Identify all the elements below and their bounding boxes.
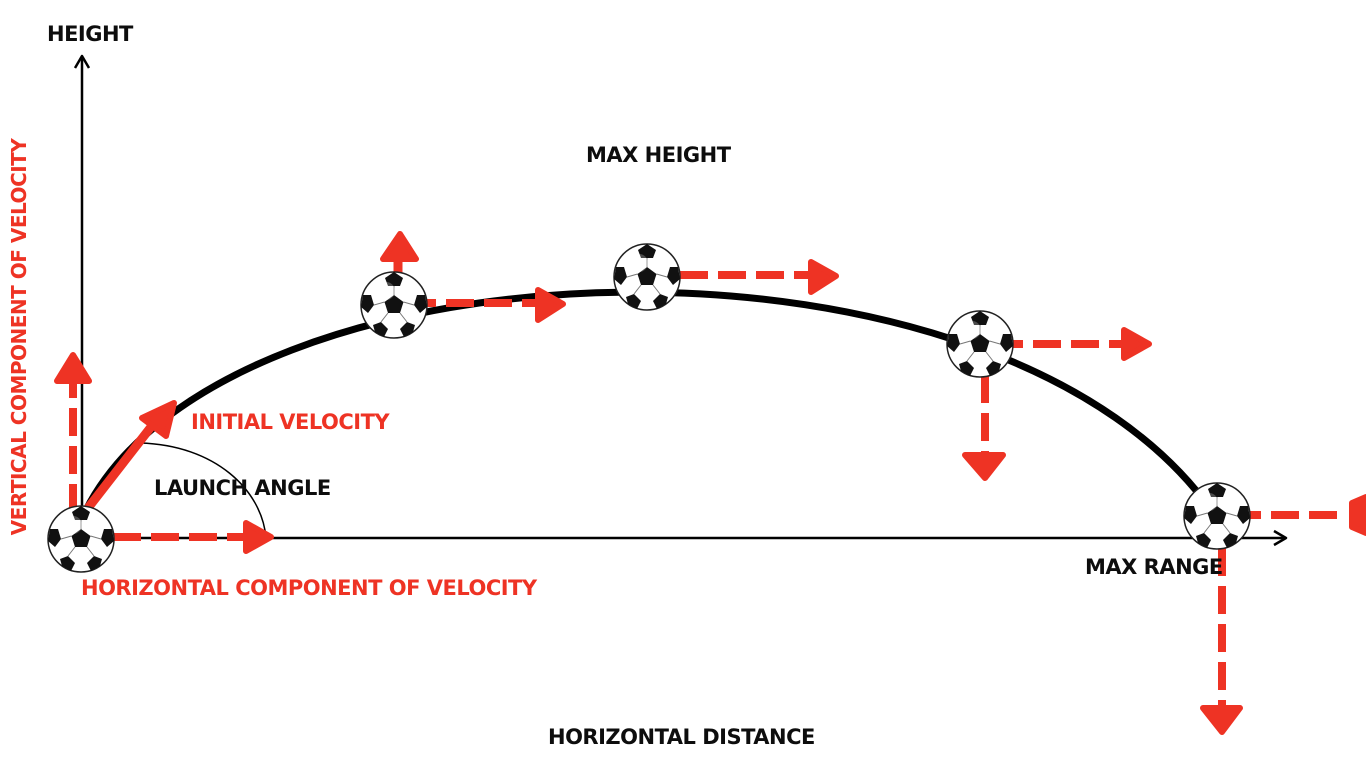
horizontal-component-arrowhead	[243, 520, 274, 554]
initial-velocity-vector	[84, 415, 162, 511]
ball3-horizontal-arrowhead	[808, 259, 839, 295]
soccer-ball-icon	[360, 271, 428, 339]
initial-velocity-arrowhead	[139, 400, 177, 439]
ball2-horizontal-arrowhead	[535, 287, 566, 323]
ball5-vertical-arrowhead	[1200, 705, 1243, 735]
x-axis-arrowhead	[1273, 529, 1288, 547]
ball2-vertical-arrowhead	[380, 231, 419, 262]
launch-angle-label: LAUNCH ANGLE	[154, 476, 331, 500]
max-height-label: MAX HEIGHT	[586, 143, 731, 167]
ball4-vertical-arrowhead	[962, 452, 1006, 481]
vertical-component-label: VERTICAL COMPONENT OF VELOCITY	[7, 138, 31, 536]
launch-angle-arc	[139, 442, 267, 539]
soccer-ball-icon	[1183, 482, 1251, 550]
soccer-ball-icon	[47, 505, 115, 573]
max-range-label: MAX RANGE	[1085, 555, 1223, 579]
soccer-ball-icon	[946, 310, 1014, 378]
vertical-component-arrowhead	[54, 352, 92, 384]
initial-velocity-label: INITIAL VELOCITY	[191, 410, 390, 434]
ball5-horizontal-arrowhead	[1349, 494, 1366, 536]
axes	[73, 54, 1288, 547]
horizontal-component-label: HORIZONTAL COMPONENT OF VELOCITY	[81, 576, 537, 600]
height-axis-label: HEIGHT	[47, 22, 133, 46]
y-axis-arrowhead	[73, 54, 91, 69]
ball4-horizontal-arrowhead	[1121, 327, 1152, 361]
horizontal-distance-label: HORIZONTAL DISTANCE	[548, 725, 815, 749]
soccer-ball-icon	[613, 243, 681, 311]
